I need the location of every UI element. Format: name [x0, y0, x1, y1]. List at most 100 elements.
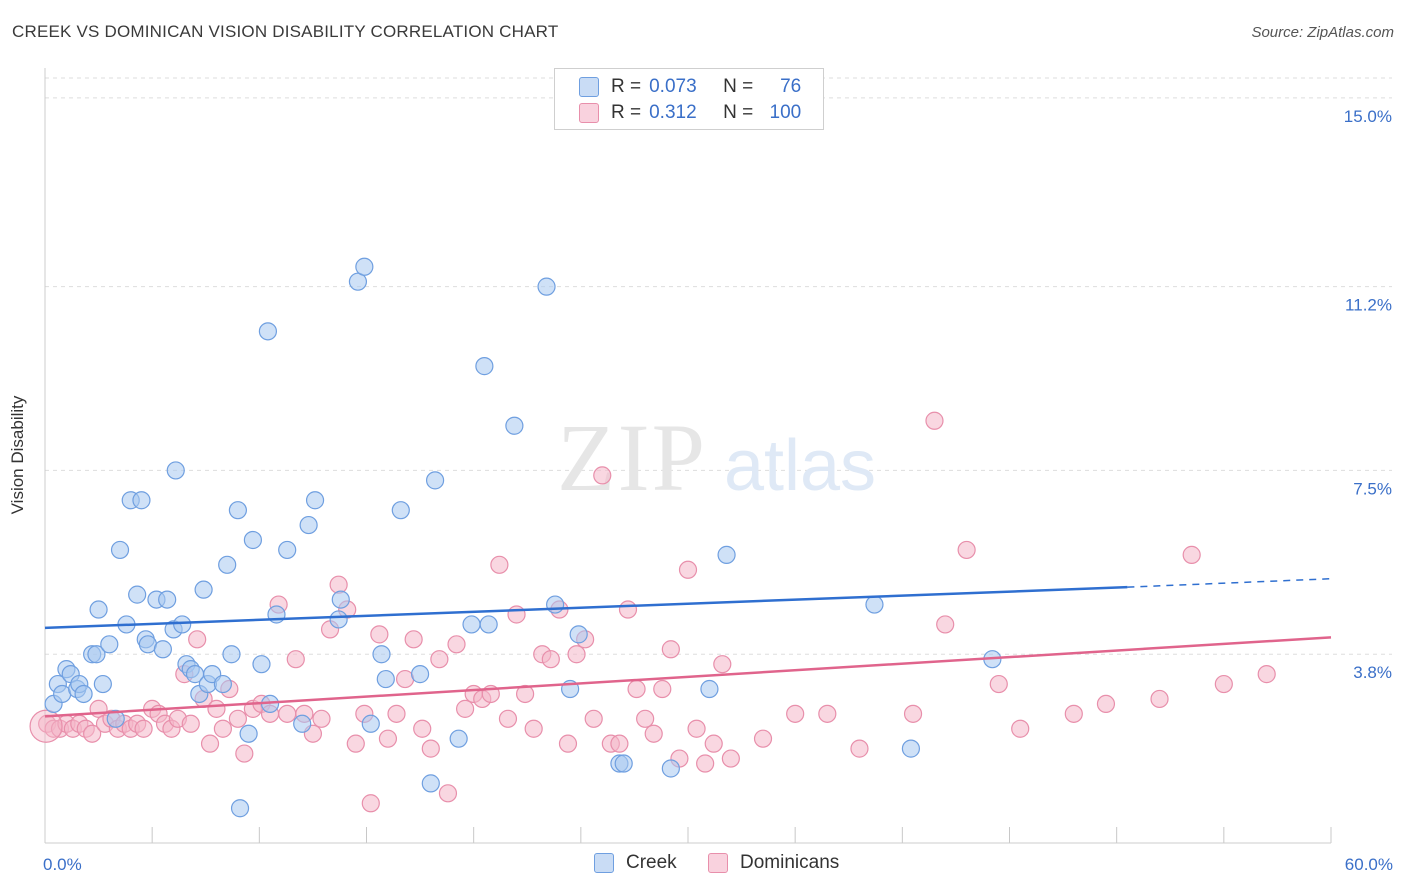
legend-item-dominicans[interactable]: Dominicans	[708, 852, 839, 874]
creek-point[interactable]	[410, 665, 430, 684]
creek-point[interactable]	[299, 515, 318, 535]
dominicans-point[interactable]	[584, 709, 603, 728]
dominicans-point[interactable]	[1096, 694, 1116, 714]
dominicans-point[interactable]	[704, 734, 723, 753]
creek-point[interactable]	[106, 709, 125, 728]
dominicans-point[interactable]	[213, 719, 232, 738]
legend-item-creek[interactable]: Creek	[594, 852, 677, 874]
creek-point[interactable]	[700, 679, 719, 699]
creek-point[interactable]	[53, 684, 72, 704]
dominicans-point[interactable]	[753, 729, 773, 748]
dominicans-point[interactable]	[200, 734, 220, 753]
creek-point[interactable]	[153, 640, 172, 659]
dominicans-point[interactable]	[713, 655, 732, 674]
creek-point[interactable]	[865, 595, 884, 614]
creek-point[interactable]	[355, 257, 374, 276]
dominicans-point[interactable]	[678, 560, 698, 579]
creek-point[interactable]	[329, 610, 348, 629]
dominicans-point[interactable]	[558, 734, 578, 753]
dominicans-point[interactable]	[490, 555, 509, 574]
dominicans-point[interactable]	[1214, 674, 1233, 694]
creek-point[interactable]	[243, 530, 263, 550]
creek-point[interactable]	[546, 595, 565, 614]
dominicans-point[interactable]	[346, 734, 365, 753]
dominicans-point[interactable]	[361, 794, 380, 813]
creek-point[interactable]	[462, 615, 481, 634]
creek-point[interactable]	[228, 501, 247, 520]
dominicans-point[interactable]	[721, 749, 740, 768]
dominicans-point[interactable]	[1064, 704, 1083, 723]
creek-point[interactable]	[89, 600, 108, 619]
creek-point[interactable]	[372, 645, 391, 664]
dominicans-point[interactable]	[228, 709, 247, 728]
dominicans-point[interactable]	[29, 709, 63, 743]
creek-point[interactable]	[194, 580, 213, 599]
dominicans-point[interactable]	[1011, 719, 1030, 738]
creek-point[interactable]	[293, 714, 312, 733]
creek-point[interactable]	[213, 674, 232, 694]
creek-point[interactable]	[505, 416, 524, 435]
creek-point[interactable]	[87, 645, 106, 664]
creek-point[interactable]	[717, 545, 736, 564]
dominicans-point[interactable]	[404, 630, 423, 649]
creek-point[interactable]	[901, 739, 921, 758]
dominicans-point[interactable]	[786, 704, 805, 723]
dominicans-point[interactable]	[567, 645, 586, 664]
creek-point[interactable]	[218, 555, 237, 574]
dominicans-point[interactable]	[610, 734, 629, 753]
creek-point[interactable]	[110, 540, 130, 560]
creek-point[interactable]	[278, 540, 297, 560]
creek-point[interactable]	[475, 357, 494, 376]
creek-point[interactable]	[361, 714, 380, 733]
dominicans-point[interactable]	[370, 625, 389, 644]
creek-point[interactable]	[331, 590, 350, 609]
dominicans-point[interactable]	[430, 650, 449, 669]
creek-point[interactable]	[100, 635, 119, 654]
creek-point[interactable]	[614, 754, 633, 773]
dominicans-point[interactable]	[455, 699, 475, 718]
dominicans-point[interactable]	[134, 719, 153, 738]
dominicans-point[interactable]	[1257, 665, 1276, 684]
creek-point[interactable]	[258, 322, 278, 341]
creek-point[interactable]	[305, 491, 325, 510]
creek-point[interactable]	[449, 729, 468, 748]
creek-point[interactable]	[661, 759, 680, 778]
dominicans-point[interactable]	[286, 650, 305, 669]
creek-point[interactable]	[128, 585, 147, 604]
dominicans-point[interactable]	[395, 669, 415, 689]
dominicans-point[interactable]	[207, 699, 226, 718]
creek-point[interactable]	[537, 277, 556, 296]
dominicans-point[interactable]	[989, 674, 1008, 694]
creek-point[interactable]	[421, 774, 440, 793]
dominicans-point[interactable]	[850, 739, 869, 758]
creek-point[interactable]	[376, 669, 395, 689]
creek-point[interactable]	[132, 491, 151, 510]
dominicans-point[interactable]	[329, 575, 348, 594]
dominicans-point[interactable]	[903, 704, 923, 723]
dominicans-point[interactable]	[1182, 545, 1201, 564]
creek-point[interactable]	[74, 684, 93, 704]
dominicans-point[interactable]	[188, 630, 207, 649]
creek-point[interactable]	[252, 655, 271, 674]
dominicans-point[interactable]	[413, 719, 432, 738]
creek-point[interactable]	[391, 501, 410, 520]
dominicans-point[interactable]	[661, 640, 680, 659]
dominicans-point[interactable]	[936, 615, 955, 634]
dominicans-point[interactable]	[438, 784, 458, 803]
dominicans-point[interactable]	[516, 684, 535, 704]
creek-point[interactable]	[425, 471, 445, 490]
dominicans-point[interactable]	[818, 704, 837, 723]
dominicans-point[interactable]	[644, 724, 663, 743]
dominicans-point[interactable]	[957, 540, 976, 560]
creek-point[interactable]	[158, 590, 177, 609]
creek-point[interactable]	[166, 461, 185, 480]
creek-point[interactable]	[239, 724, 258, 743]
creek-point[interactable]	[222, 645, 241, 664]
dominicans-point[interactable]	[696, 754, 715, 773]
dominicans-point[interactable]	[1150, 689, 1169, 709]
dominicans-point[interactable]	[925, 411, 944, 430]
creek-point[interactable]	[173, 615, 192, 634]
creek-point[interactable]	[230, 799, 250, 818]
dominicans-point[interactable]	[235, 744, 254, 763]
dominicans-point[interactable]	[627, 679, 646, 699]
